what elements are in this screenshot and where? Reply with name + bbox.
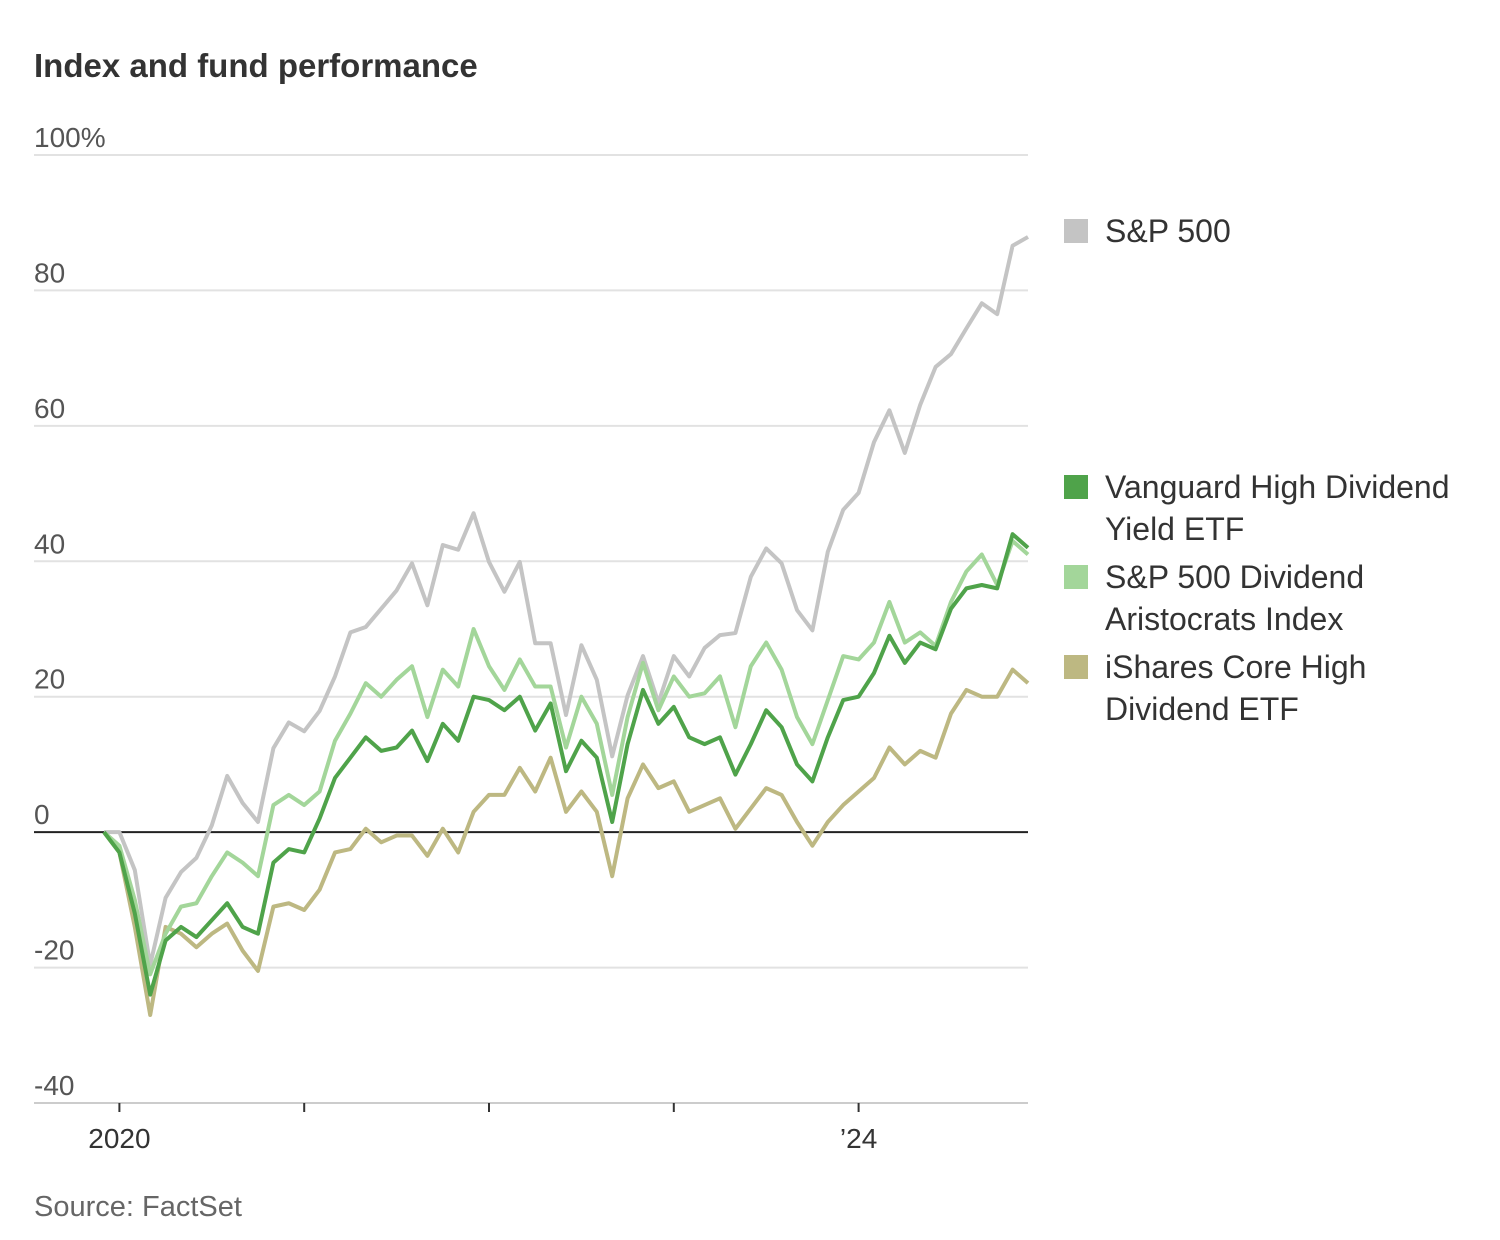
series-line — [102, 532, 1030, 997]
series-line — [102, 538, 1030, 977]
y-tick-label: 0 — [34, 799, 50, 830]
series-line — [104, 235, 1029, 967]
y-tick-label: 80 — [34, 257, 65, 288]
x-tick-label: ’24 — [840, 1123, 877, 1154]
x-tick-label: 2020 — [88, 1123, 150, 1154]
y-tick-label: 20 — [34, 664, 65, 695]
y-tick-label: 100% — [34, 122, 106, 153]
y-tick-label: 40 — [34, 528, 65, 559]
legend-item: Vanguard High Dividend Yield ETF — [1064, 466, 1494, 550]
y-tick-label: 60 — [34, 393, 65, 424]
chart-source: Source: FactSet — [34, 1191, 242, 1223]
legend-item: S&P 500 Dividend Aristocrats Index — [1064, 556, 1494, 640]
series-line — [102, 667, 1030, 1017]
legend-item: iShares Core High Dividend ETF — [1064, 646, 1494, 730]
legend-label: iShares Core High Dividend ETF — [1105, 649, 1367, 727]
legend-swatch — [1064, 655, 1088, 679]
legend-swatch — [1064, 219, 1088, 243]
y-tick-label: -20 — [34, 935, 74, 966]
legend-item: S&P 500 — [1064, 210, 1494, 252]
chart-title: Index and fund performance — [34, 47, 478, 84]
legend-swatch — [1064, 475, 1088, 499]
legend-label: S&P 500 Dividend Aristocrats Index — [1105, 559, 1365, 637]
legend-swatch — [1064, 565, 1088, 589]
y-tick-label: -40 — [34, 1070, 74, 1101]
legend-label: Vanguard High Dividend Yield ETF — [1105, 469, 1450, 547]
legend-label: S&P 500 — [1105, 213, 1231, 249]
